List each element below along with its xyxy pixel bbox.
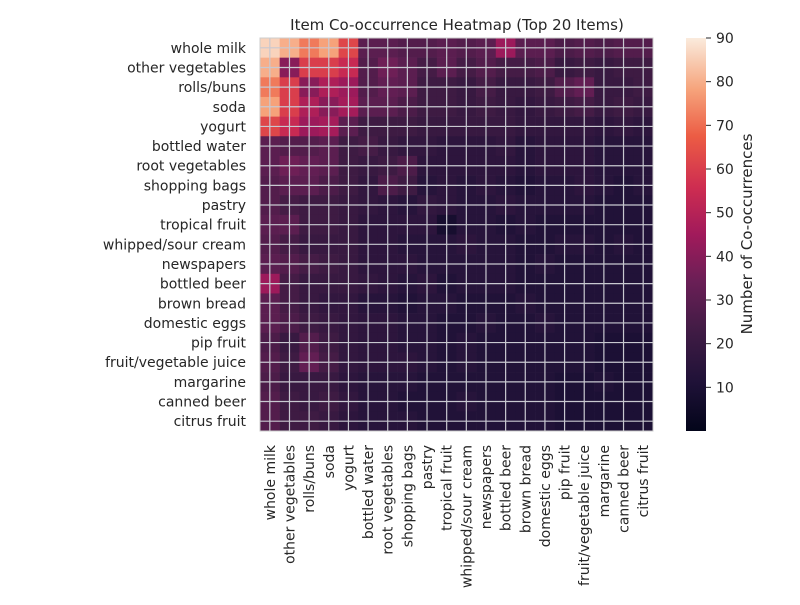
row-label: canned beer bbox=[158, 395, 246, 411]
row-label: pastry bbox=[202, 198, 246, 214]
row-label: citrus fruit bbox=[174, 414, 247, 430]
column-label: citrus fruit bbox=[636, 444, 652, 517]
colorbar-label: Number of Co-occurrences bbox=[738, 133, 756, 334]
chart-title: Item Co-occurrence Heatmap (Top 20 Items… bbox=[290, 16, 624, 34]
colorbar bbox=[686, 38, 706, 431]
row-label: whole milk bbox=[171, 41, 247, 57]
column-label: pastry bbox=[420, 445, 436, 489]
column-label: whipped/sour cream bbox=[459, 445, 475, 588]
column-label: rolls/buns bbox=[302, 445, 318, 513]
row-label: shopping bags bbox=[144, 178, 246, 194]
column-label: whole milk bbox=[263, 444, 279, 520]
column-label: pip fruit bbox=[558, 445, 574, 501]
colorbar-ticks: 10 20 30 40 50 60 70 80 90 bbox=[706, 31, 734, 396]
colorbar-tick-label: 90 bbox=[716, 31, 734, 47]
colorbar-tick-label: 80 bbox=[716, 75, 734, 91]
column-label: canned beer bbox=[617, 445, 633, 533]
column-label: bottled beer bbox=[499, 445, 515, 531]
colorbar-tick-label: 20 bbox=[716, 337, 734, 353]
column-label: other vegetables bbox=[282, 445, 298, 564]
column-label: yogurt bbox=[341, 444, 357, 490]
column-label: fruit/vegetable juice bbox=[577, 445, 593, 586]
column-label: brown bread bbox=[518, 445, 534, 533]
heatmap-cells bbox=[260, 38, 654, 432]
colorbar-tick-label: 60 bbox=[716, 162, 734, 178]
y-tick-labels: whole milk other vegetables rolls/buns soda… bbox=[103, 41, 247, 430]
x-tick-labels: whole milk other vegetables rolls/buns soda… bbox=[263, 444, 652, 588]
column-label: newspapers bbox=[479, 445, 495, 529]
column-label: soda bbox=[322, 445, 338, 478]
plot-frame bbox=[259, 37, 654, 432]
row-label: rolls/buns bbox=[178, 80, 246, 96]
row-label: newspapers bbox=[162, 257, 246, 273]
colorbar-tick-label: 30 bbox=[716, 293, 734, 309]
column-label: root vegetables bbox=[381, 445, 397, 555]
row-label: domestic eggs bbox=[144, 316, 246, 332]
column-label: tropical fruit bbox=[440, 445, 456, 531]
column-label: bottled water bbox=[361, 445, 377, 539]
row-label: brown bread bbox=[158, 296, 246, 312]
row-label: bottled water bbox=[152, 139, 246, 155]
colorbar-tick-label: 50 bbox=[716, 206, 734, 222]
row-label: other vegetables bbox=[127, 60, 246, 76]
row-label: margarine bbox=[174, 375, 246, 391]
row-label: bottled beer bbox=[160, 277, 246, 293]
colorbar-tick-label: 40 bbox=[716, 249, 734, 265]
heatmap-grid bbox=[260, 38, 653, 431]
colorbar-tick-label: 70 bbox=[716, 118, 734, 134]
column-label: domestic eggs bbox=[538, 445, 554, 547]
row-label: yogurt bbox=[200, 119, 246, 135]
row-label: whipped/sour cream bbox=[103, 237, 246, 253]
row-label: tropical fruit bbox=[160, 218, 246, 234]
row-label: pip fruit bbox=[191, 336, 247, 352]
row-label: root vegetables bbox=[136, 159, 246, 175]
column-label: margarine bbox=[597, 445, 613, 517]
colorbar-tick-label: 10 bbox=[716, 380, 734, 396]
column-label: shopping bags bbox=[400, 445, 416, 547]
row-label: fruit/vegetable juice bbox=[105, 355, 246, 371]
row-label: soda bbox=[213, 100, 246, 116]
